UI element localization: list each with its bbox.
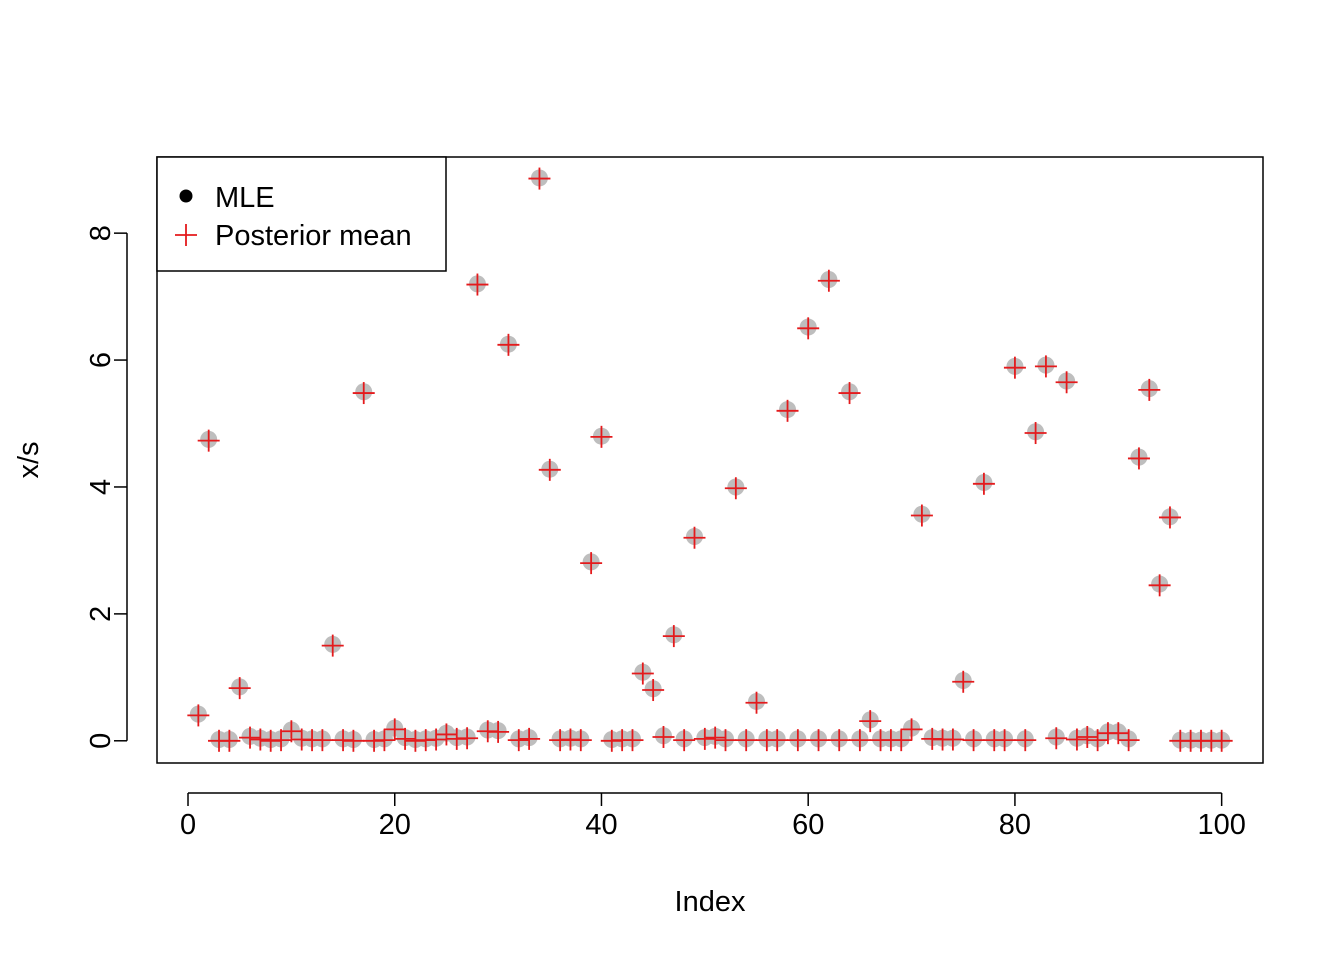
posterior-mean-point [466,273,489,296]
y-tick-label: 0 [85,733,117,749]
x-tick-label: 40 [585,809,617,841]
legend: MLE Posterior mean [156,156,447,272]
posterior-mean-point [745,691,768,714]
posterior-mean-point [807,729,830,752]
posterior-mean-point [786,729,809,752]
posterior-mean-point [352,382,375,405]
posterior-mean-point [1138,378,1161,401]
x-tick-label: 60 [792,809,824,841]
posterior-mean-point [735,729,758,752]
posterior-mean-point [993,729,1016,752]
posterior-mean-point [187,704,210,727]
posterior-mean-point [910,504,933,527]
posterior-mean-point [1024,422,1047,445]
posterior-mean-point [890,729,913,752]
posterior-mean-point [1003,356,1026,379]
posterior-mean-point [828,729,851,752]
posterior-mean-point [321,634,344,657]
posterior-mean-point [724,477,747,500]
posterior-mean-point [1076,725,1099,748]
posterior-mean-point [817,269,840,292]
posterior-mean-point [373,729,396,752]
posterior-mean-point [652,725,675,748]
posterior-mean-point [249,728,272,751]
posterior-mean-point [631,662,654,685]
posterior-mean-point [952,670,975,693]
posterior-mean-point [621,729,644,752]
posterior-mean-point [218,729,241,752]
x-axis-label: Index [675,886,746,918]
posterior-mean-point [776,399,799,422]
posterior-mean-point [972,472,995,495]
y-axis: 0 2 4 6 8 [85,225,128,749]
posterior-mean-point [900,718,923,741]
plot-frame [156,156,1264,764]
posterior-mean-point [1117,729,1140,752]
posterior-mean-point [497,333,520,356]
x-tick-label: 100 [1197,809,1245,841]
x-tick-label: 80 [999,809,1031,841]
posterior-mean-point [693,727,716,750]
posterior-mean-point [714,729,737,752]
posterior-mean-point [673,729,696,752]
posterior-mean-point [838,382,861,405]
posterior-mean-point [528,167,551,190]
y-tick-label: 4 [85,479,117,495]
posterior-mean-point [383,718,406,741]
posterior-mean-point [1210,729,1233,752]
legend-box [156,156,447,272]
posterior-mean-point [962,729,985,752]
posterior-mean-point [270,729,293,752]
posterior-mean-point [1045,727,1068,750]
posterior-mean-point [280,720,303,743]
posterior-mean-points [187,167,1233,752]
x-tick-label: 20 [379,809,411,841]
posterior-mean-point [859,710,882,733]
legend-mle-marker [179,189,193,203]
posterior-mean-point [848,729,871,752]
y-tick-label: 2 [85,606,117,622]
posterior-mean-point [487,720,510,743]
posterior-mean-point [1158,506,1181,529]
y-tick-label: 6 [85,352,117,368]
posterior-mean-point [1014,729,1037,752]
posterior-mean-point [797,317,820,340]
posterior-mean-point [580,552,603,575]
x-axis: 0 20 40 60 80 100 [180,792,1246,841]
posterior-mean-point [228,677,251,700]
posterior-mean-point [456,727,479,750]
posterior-mean-point [1065,728,1088,751]
posterior-mean-point [569,729,592,752]
y-axis-label: x/s [13,441,45,478]
posterior-mean-point [435,723,458,746]
posterior-mean-point [766,729,789,752]
posterior-mean-point [642,679,665,702]
legend-mle-label: MLE [215,182,275,214]
posterior-mean-point [239,726,262,749]
posterior-mean-point [311,729,334,752]
x-tick-label: 0 [180,809,196,841]
posterior-mean-point [425,728,448,751]
posterior-mean-point [590,425,613,448]
posterior-mean-point [507,729,530,752]
posterior-mean-point [941,728,964,751]
posterior-mean-point [1127,447,1150,470]
posterior-mean-point [394,727,417,750]
posterior-mean-point [518,727,541,750]
y-tick-label: 8 [85,225,117,241]
posterior-mean-point [683,526,706,549]
posterior-mean-point [1055,371,1078,394]
posterior-mean-point [1034,355,1057,378]
posterior-mean-point [538,458,561,481]
posterior-mean-point [662,625,685,648]
posterior-mean-point [1148,574,1171,597]
posterior-mean-point [197,429,220,452]
posterior-mean-point [342,729,365,752]
legend-posterior-marker [175,224,197,246]
legend-posterior-label: Posterior mean [215,220,412,252]
posterior-mean-point [704,726,727,749]
